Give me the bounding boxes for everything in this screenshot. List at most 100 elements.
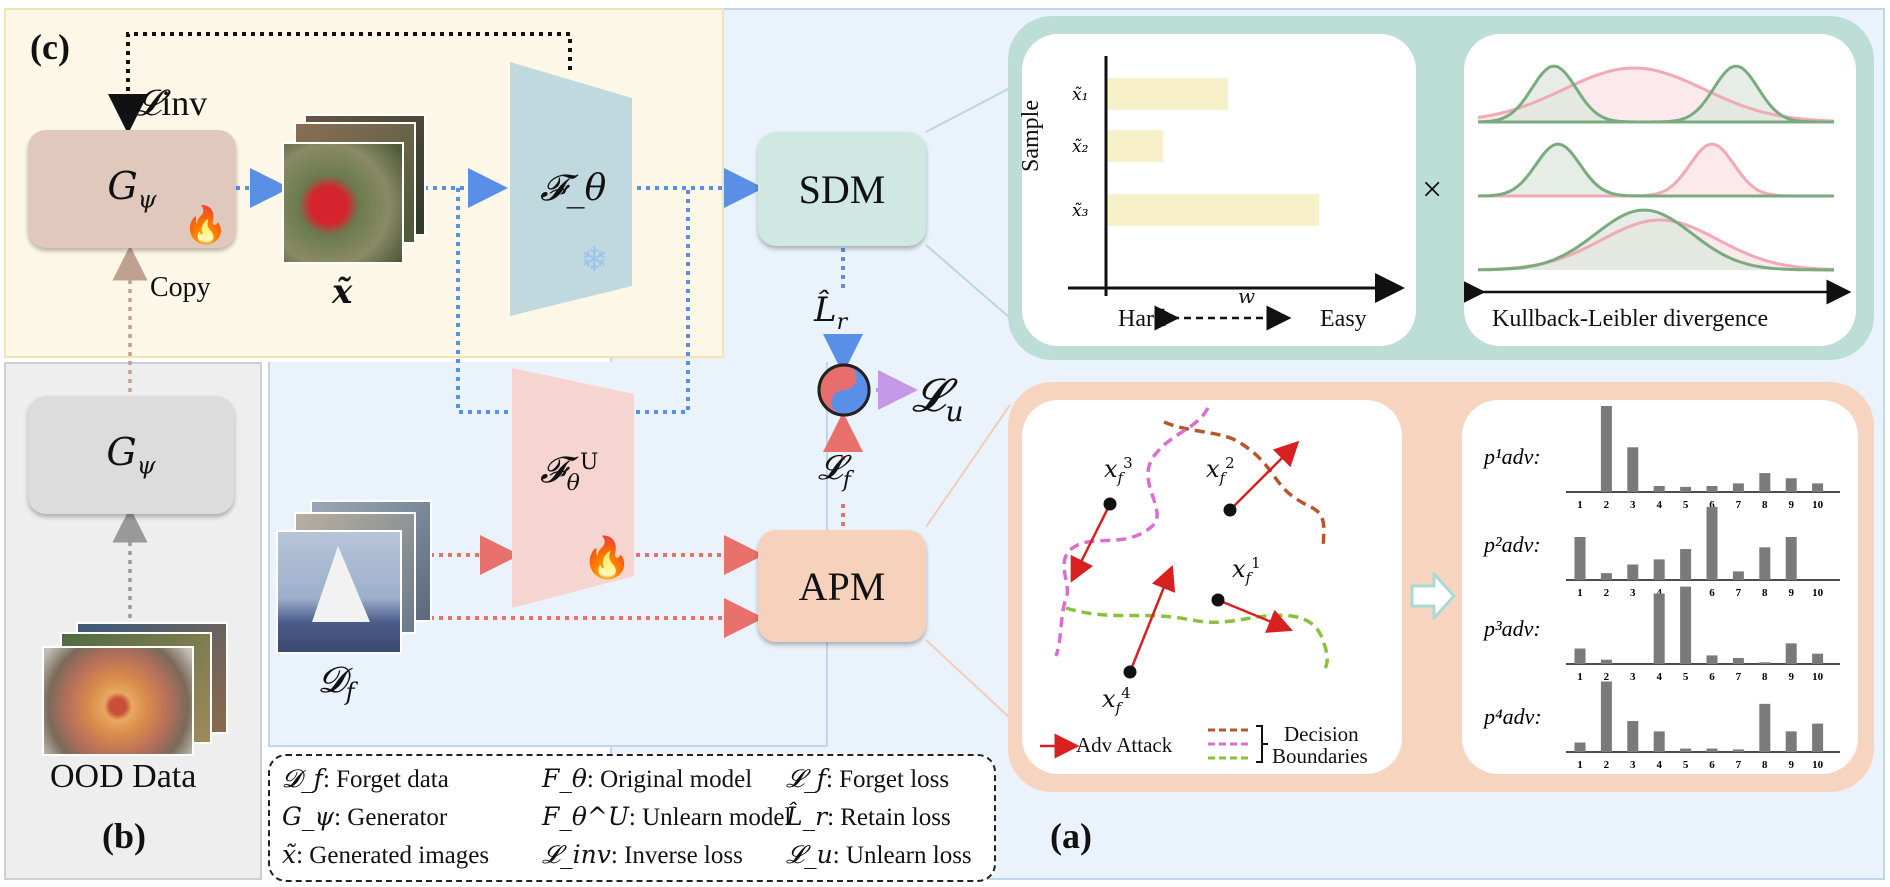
- adv-bar-3-9: [1785, 643, 1797, 664]
- adv-bar-2-7: [1732, 571, 1744, 580]
- weight-bar-1: [1108, 78, 1228, 110]
- adv-bar-4-6: [1706, 748, 1718, 752]
- legend-text-9: : Unlearn loss: [832, 842, 972, 869]
- adv-bar-3-6: [1706, 655, 1718, 664]
- adv-bar-1-5: [1680, 486, 1692, 492]
- sail-shape: [312, 546, 370, 622]
- boundary-pink: [1054, 407, 1210, 657]
- adv-dist-label-1: p¹adv:: [1482, 444, 1541, 469]
- adv-dist-label-4: p⁴adv:: [1482, 704, 1542, 729]
- adv-dist-svg: p¹adv: 1 2 3 4 5 6 7 8 9 10 p²adv: 1 2 3 4 5 6 7 8 9 10 p³adv:…: [1482, 406, 1840, 771]
- generator-box-bottom: Gψ: [28, 396, 234, 514]
- point-4-label: xf4: [1102, 684, 1131, 717]
- legend-text-8: : Retain loss: [827, 804, 951, 831]
- adv-arrow-1: [1217, 598, 1293, 633]
- adv-tick-2-1: 1: [1577, 587, 1583, 599]
- adv-bar-2-8: [1759, 547, 1771, 580]
- adv-bar-2-9: [1785, 537, 1797, 580]
- adv-tick-3-1: 1: [1577, 671, 1583, 683]
- sdm-label: SDM: [798, 166, 886, 212]
- adv-bar-4-9: [1785, 731, 1797, 752]
- adv-bar-2-6: [1706, 506, 1718, 580]
- sdm-xlabel: w: [1238, 284, 1256, 308]
- kl-curves: [1464, 64, 1852, 305]
- adv-tick-1-9: 9: [1788, 499, 1794, 511]
- adv-tick-2-3: 3: [1630, 587, 1636, 599]
- adv-tick-3-4: 4: [1656, 671, 1662, 683]
- adv-tick-1-10: 10: [1812, 499, 1824, 511]
- kl-green-curve-1-2: [1478, 64, 1834, 124]
- adv-bar-4-4: [1653, 731, 1665, 752]
- legend-symbol-9: 𝓛_u: [786, 840, 833, 869]
- point-2-label: xf2: [1206, 454, 1235, 487]
- adv-tick-2-4: 4: [1656, 587, 1662, 599]
- adv-dist-card: [1462, 400, 1858, 774]
- legend-text-3: : Generated images: [296, 842, 490, 869]
- point-1-label: xf1: [1232, 554, 1261, 587]
- boundary-green: [1065, 606, 1329, 674]
- adv-bar-2-4: [1653, 559, 1665, 580]
- adv-bar-1-8: [1759, 473, 1771, 492]
- point-1: [1211, 593, 1225, 607]
- legend-item-2: G_ψ: Generator: [282, 802, 447, 832]
- adv-tick-3-8: 8: [1762, 671, 1768, 683]
- adv-tick-1-1: 1: [1577, 499, 1583, 511]
- original-model-shape: [510, 62, 632, 316]
- kl-green-fill-1-1: [1478, 66, 1834, 122]
- legend-item-3: x̃: Generated images: [282, 840, 489, 870]
- adv-tick-4-9: 9: [1788, 759, 1794, 771]
- adv-bar-1-10: [1812, 483, 1824, 492]
- legend-text-4: : Original model: [586, 766, 753, 793]
- adv-bar-4-2: [1600, 681, 1612, 752]
- generated-images-stack: [282, 114, 432, 264]
- legend-symbol-7: 𝓛_f: [786, 764, 826, 793]
- inverse-loss-label: 𝓛inv: [135, 83, 208, 124]
- apm-label: APM: [798, 563, 886, 609]
- adv-tick-3-7: 7: [1736, 671, 1742, 683]
- adv-tick-1-2: 2: [1604, 499, 1610, 511]
- adv-bar-2-1: [1574, 537, 1586, 580]
- boundary-card: [1022, 400, 1402, 774]
- legend-text-6: : Inverse loss: [610, 842, 743, 869]
- apm-box: APM: [758, 530, 926, 642]
- adv-bar-3-5: [1680, 586, 1692, 664]
- adv-tick-1-5: 5: [1683, 499, 1689, 511]
- generated-images-label: x̃: [332, 272, 353, 312]
- generator-symbol: Gψ: [107, 164, 157, 214]
- adv-tick-2-2: 2: [1604, 587, 1610, 599]
- adv-tick-4-1: 1: [1577, 759, 1583, 771]
- forget-image-front: [276, 530, 402, 654]
- ood-image-front: [42, 646, 194, 756]
- legend-item-1: 𝓓_f: Forget data: [282, 764, 449, 794]
- adv-tick-3-10: 10: [1812, 671, 1824, 683]
- sample-label-1: x̃₁: [1072, 85, 1088, 105]
- hard-label: Hard: [1118, 306, 1166, 332]
- adv-arrow-3: [1070, 503, 1112, 583]
- legend-symbol-2: G_ψ: [282, 802, 335, 831]
- adv-tick-2-7: 7: [1736, 587, 1742, 599]
- adv-tick-4-5: 5: [1683, 759, 1689, 771]
- times-sign: ×: [1422, 169, 1443, 209]
- forget-data-stack: [276, 500, 436, 654]
- sdm-box: SDM: [758, 132, 926, 246]
- legend-symbol-5: F_θ^U: [542, 802, 629, 831]
- adv-tick-4-7: 7: [1736, 759, 1742, 771]
- adv-bar-2-5: [1680, 549, 1692, 580]
- legend-item-9: 𝓛_u: Unlearn loss: [786, 840, 972, 870]
- adv-tick-4-8: 8: [1762, 759, 1768, 771]
- adv-tick-4-10: 10: [1812, 759, 1824, 771]
- adv-arrow-2: [1229, 440, 1300, 511]
- legend-brace: [1256, 725, 1268, 763]
- adv-tick-4-3: 3: [1630, 759, 1636, 771]
- adv-bar-3-10: [1812, 653, 1824, 664]
- legend-box: 𝓓_f: Forget data G_ψ: Generator x̃: Genera…: [268, 754, 996, 882]
- weight-bar-2: [1108, 130, 1164, 162]
- transfer-arrow: [1410, 572, 1456, 620]
- panel-label-a: (a): [1050, 816, 1092, 856]
- original-model-label: 𝓕_θ: [540, 168, 607, 209]
- adv-bar-4-10: [1812, 723, 1824, 752]
- legend-symbol-8: L̂_r: [786, 802, 828, 831]
- adv-bar-3-8: [1759, 662, 1771, 664]
- adv-dist-label-2: p²adv:: [1482, 532, 1541, 557]
- sdm-ylabel: Sample: [1018, 100, 1044, 172]
